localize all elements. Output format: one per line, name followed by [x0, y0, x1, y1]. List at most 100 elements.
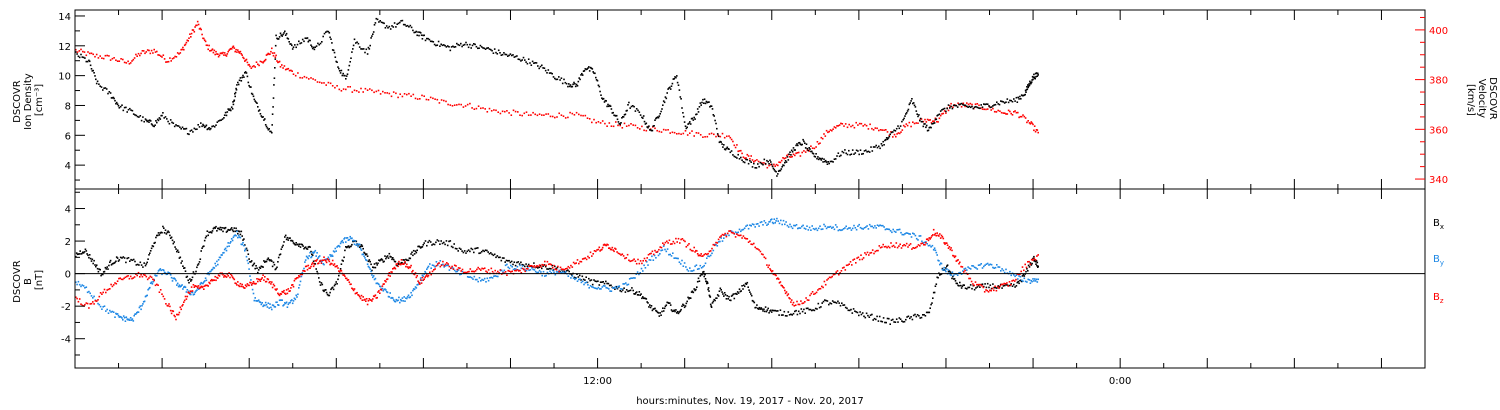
data-point	[303, 40, 305, 43]
data-point	[281, 35, 283, 37]
data-point	[195, 285, 197, 288]
data-point	[971, 287, 973, 290]
data-point	[271, 113, 274, 115]
data-point	[927, 129, 930, 132]
data-point	[745, 157, 747, 159]
data-point	[235, 48, 237, 51]
data-point	[231, 276, 234, 278]
data-point	[802, 302, 805, 304]
data-point	[176, 282, 179, 285]
data-point	[400, 20, 402, 22]
data-point	[880, 224, 883, 227]
data-point	[186, 133, 189, 135]
data-point	[308, 267, 310, 269]
data-point	[479, 44, 482, 47]
data-point	[893, 133, 896, 136]
data-point	[865, 226, 867, 228]
data-point	[866, 251, 869, 254]
data-point	[621, 117, 623, 119]
data-point	[788, 153, 790, 156]
data-point	[777, 220, 779, 222]
data-point	[169, 237, 172, 239]
data-point	[783, 287, 785, 289]
data-point	[106, 266, 108, 268]
data-point	[653, 254, 656, 257]
data-point	[870, 225, 872, 228]
data-point	[984, 283, 986, 285]
data-point	[635, 108, 638, 110]
data-point	[465, 252, 467, 254]
data-point	[358, 246, 361, 248]
data-point	[303, 75, 306, 78]
data-point	[486, 277, 489, 280]
data-point	[414, 272, 417, 274]
data-point	[723, 292, 726, 294]
data-point	[686, 268, 688, 271]
data-point	[886, 138, 889, 141]
data-point	[700, 104, 702, 106]
data-point	[143, 300, 146, 303]
data-point	[75, 51, 77, 53]
data-point	[473, 275, 476, 278]
data-point	[362, 253, 364, 255]
data-point	[131, 60, 133, 62]
data-point	[358, 295, 361, 298]
data-point	[271, 124, 273, 126]
data-point	[581, 74, 584, 76]
data-point	[468, 270, 470, 273]
data-point	[393, 260, 396, 263]
data-point	[310, 250, 312, 253]
data-point	[115, 260, 117, 263]
data-point	[972, 107, 975, 110]
data-point	[973, 106, 976, 108]
data-point	[990, 263, 993, 266]
data-point	[139, 276, 141, 278]
data-point	[643, 264, 645, 267]
data-point	[996, 286, 999, 288]
data-point	[291, 240, 294, 242]
data-point	[432, 243, 435, 245]
data-point	[325, 84, 327, 86]
data-point	[119, 277, 121, 279]
data-point	[486, 47, 488, 49]
data-point	[959, 281, 961, 284]
data-point	[677, 312, 680, 315]
data-point	[620, 254, 622, 256]
data-point	[152, 52, 154, 54]
data-point	[902, 124, 905, 127]
data-point	[507, 55, 509, 57]
data-point	[818, 306, 821, 309]
data-point	[819, 287, 822, 290]
data-point	[378, 290, 380, 292]
data-point	[273, 285, 276, 287]
data-point	[985, 289, 987, 291]
data-point	[598, 246, 601, 249]
data-point	[972, 283, 974, 285]
data-point	[516, 55, 518, 57]
data-point	[197, 285, 200, 287]
data-point	[256, 267, 258, 269]
data-point	[332, 250, 335, 252]
data-point	[344, 74, 346, 77]
data-point	[167, 120, 169, 123]
data-point	[649, 304, 651, 306]
data-point	[201, 282, 203, 285]
data-point	[162, 225, 164, 228]
data-point	[876, 127, 878, 130]
data-point	[281, 299, 283, 301]
data-point	[215, 225, 217, 228]
data-point	[510, 54, 513, 57]
data-point	[441, 44, 444, 47]
data-point	[496, 53, 499, 55]
data-point	[331, 85, 334, 87]
data-point	[862, 228, 864, 230]
data-point	[1022, 280, 1024, 282]
data-point	[894, 246, 896, 248]
data-point	[816, 308, 818, 310]
data-point	[767, 307, 769, 310]
data-point	[408, 92, 410, 95]
data-point	[155, 120, 157, 122]
data-point	[956, 106, 959, 108]
data-point	[290, 69, 292, 72]
data-point	[997, 103, 999, 105]
